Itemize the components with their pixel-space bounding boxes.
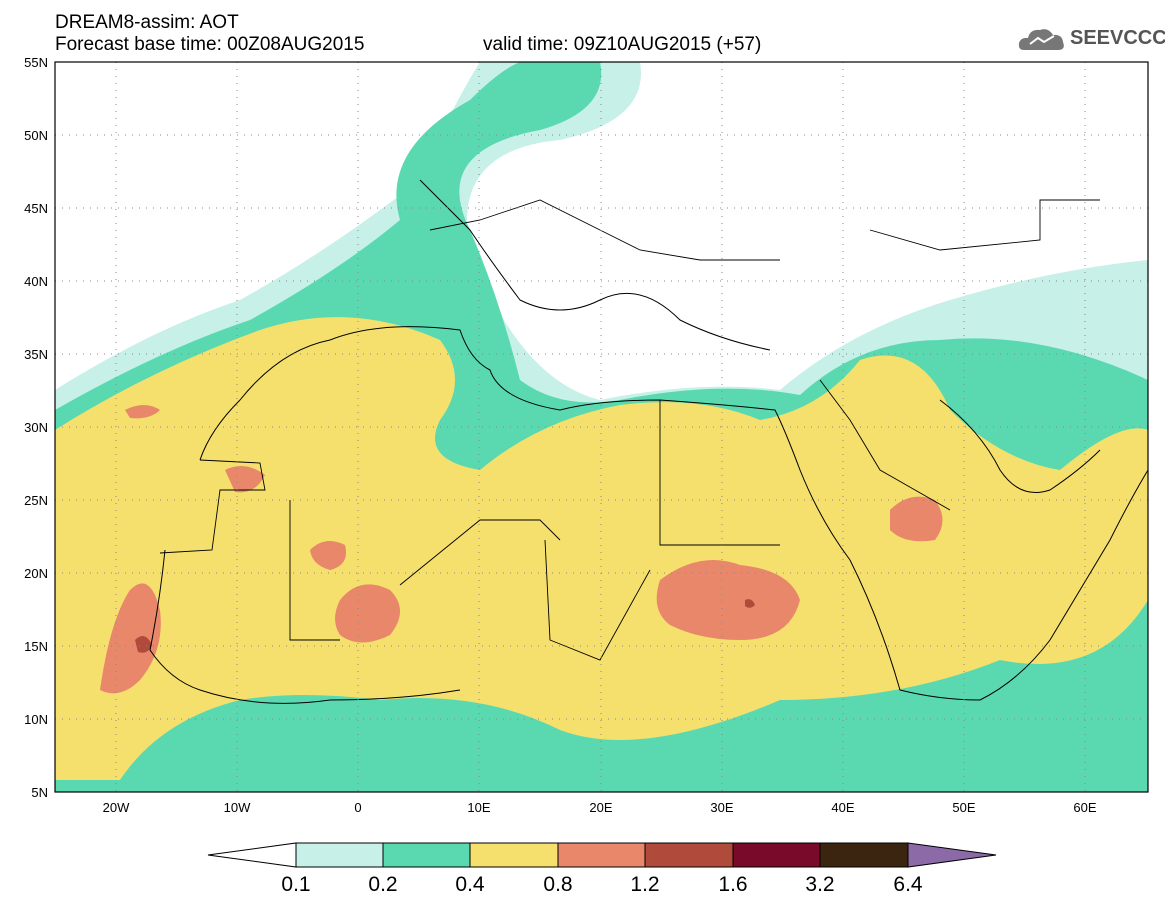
colorbar-swatch [819, 842, 909, 868]
logo: SEEVCCC [1018, 22, 1165, 56]
colorbar-label: 0.4 [455, 873, 485, 896]
lon-label: 20W [103, 800, 130, 815]
lon-label: 30E [710, 800, 733, 815]
colorbar-label: 6.4 [893, 873, 923, 896]
aot-level-0.8-e [310, 541, 346, 570]
aot-level-0.8-d [890, 496, 943, 542]
colorbar-label: 1.6 [718, 873, 747, 896]
colorbar-label: 3.2 [805, 873, 834, 896]
aot-level-0.8-a [100, 583, 161, 694]
colorbar-swatch [295, 842, 384, 868]
colorbar-swatch [732, 842, 821, 868]
lat-label: 40N [24, 274, 48, 289]
lat-label: 25N [24, 493, 48, 508]
lat-label: 45N [24, 201, 48, 216]
colorbar-swatch [469, 842, 559, 868]
colorbar-label: 0.2 [368, 873, 397, 896]
logo-text: SEEVCCC [1070, 27, 1165, 49]
aot-level-0.4 [55, 317, 1148, 780]
aot-level-1.2-b [745, 599, 755, 608]
product-title: DREAM8-assim: AOT [55, 12, 239, 33]
map-frame [54, 61, 1149, 793]
colorbar-label: 0.8 [543, 873, 572, 896]
lon-label: 0 [354, 800, 361, 815]
lat-label: 30N [24, 420, 48, 435]
valid-time: valid time: 09Z10AUG2015 (+57) [483, 34, 762, 55]
lat-label: 55N [24, 55, 48, 70]
colorbar-high-arrow [907, 842, 997, 868]
lon-label: 20E [589, 800, 612, 815]
coastlines [149, 179, 1148, 704]
colorbar: 0.1 0.2 0.4 0.8 1.2 1.6 3.2 6.4 [207, 842, 997, 896]
lon-label: 10E [467, 800, 490, 815]
colorbar-label: 1.2 [630, 873, 659, 896]
base-time: Forecast base time: 00Z08AUG2015 [55, 34, 365, 55]
aot-level-0.8-b [656, 560, 800, 640]
lon-labels: 20W 10W 0 10E 20E 30E 40E 50E 60E [103, 800, 1097, 815]
colorbar-swatch [382, 842, 471, 868]
colorbar-swatch [644, 842, 734, 868]
aot-level-0.8-f [125, 405, 160, 419]
colorbar-label: 0.1 [281, 873, 310, 896]
lat-label: 50N [24, 128, 48, 143]
lon-label: 50E [952, 800, 975, 815]
lon-label: 60E [1073, 800, 1096, 815]
cloud-icon [1018, 29, 1064, 50]
aot-level-0.8-g [225, 466, 265, 493]
aot-level-1.2 [135, 636, 152, 653]
colorbar-low-arrow [207, 842, 297, 868]
colorbar-swatch [557, 842, 646, 868]
lat-label: 15N [24, 639, 48, 654]
lon-label: 10W [224, 800, 251, 815]
gridlines [55, 62, 1148, 792]
lat-label: 10N [24, 712, 48, 727]
lat-label: 5N [31, 785, 48, 800]
lat-labels: 55N 50N 45N 40N 35N 30N 25N 20N 15N 10N … [24, 55, 48, 800]
lat-label: 20N [24, 566, 48, 581]
lat-label: 35N [24, 347, 48, 362]
borders [159, 199, 1100, 661]
aot-level-0.8-c [335, 584, 400, 643]
lon-label: 40E [831, 800, 854, 815]
